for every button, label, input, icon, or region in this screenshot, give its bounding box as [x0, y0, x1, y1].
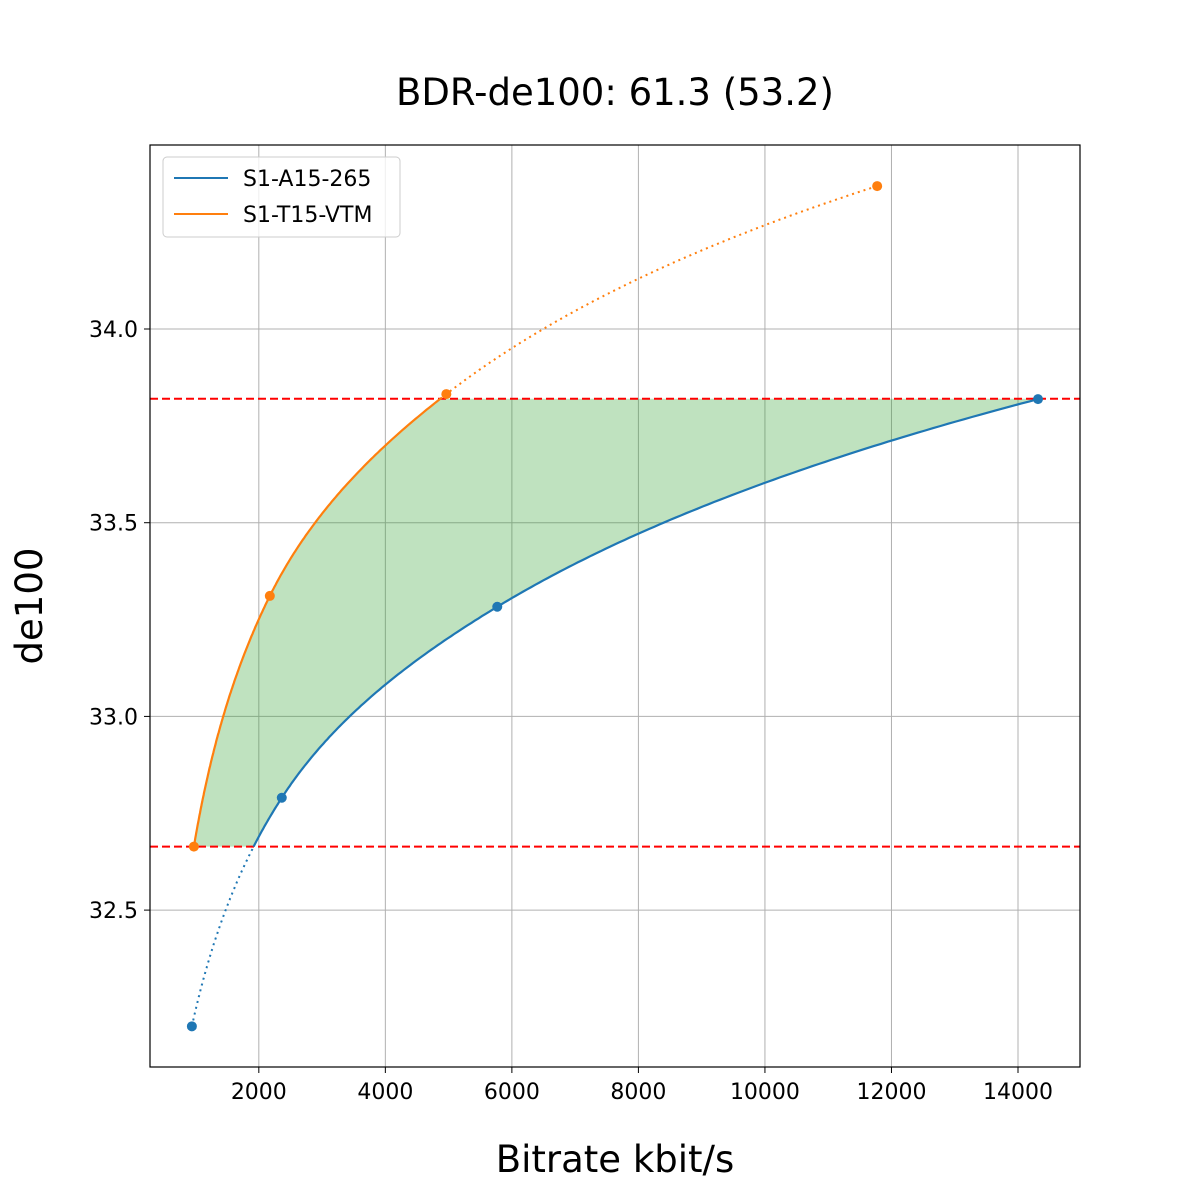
x-tick-label: 8000 — [610, 1080, 666, 1105]
x-axis-label: Bitrate kbit/s — [496, 1138, 735, 1181]
series-lines — [186, 181, 1043, 1032]
data-point — [188, 841, 199, 852]
y-tick-label: 33.0 — [89, 705, 138, 730]
data-point — [276, 792, 287, 803]
y-tick-label: 33.5 — [89, 512, 138, 537]
x-tick-label: 10000 — [730, 1080, 800, 1105]
legend: S1-A15-265 S1-T15-VTM — [162, 156, 401, 238]
series-line — [192, 397, 442, 847]
grid — [150, 145, 1080, 1067]
plot-frame — [149, 144, 1081, 1068]
data-point — [441, 389, 452, 400]
x-tick-label: 12000 — [856, 1080, 926, 1105]
series-line-dotted — [439, 185, 878, 400]
chart-title: BDR-de100: 61.3 (53.2) — [396, 71, 834, 114]
area-fill — [193, 398, 1040, 847]
x-tick-label: 4000 — [357, 1080, 413, 1105]
y-tick-label: 34.0 — [89, 318, 138, 343]
reference-lines — [150, 397, 1080, 848]
x-tick-label: 6000 — [484, 1080, 540, 1105]
x-tick-label: 14000 — [983, 1080, 1053, 1105]
legend-label-1: S1-T15-VTM — [243, 203, 372, 228]
y-tick-label: 32.5 — [89, 899, 138, 924]
fill-between-area — [193, 398, 1040, 847]
data-point — [186, 1021, 197, 1032]
series-line-dotted — [190, 846, 255, 1027]
data-point — [1032, 394, 1043, 405]
data-point — [872, 181, 883, 192]
series-line — [252, 398, 1039, 848]
data-point — [264, 590, 275, 601]
ticks: 2000 4000 6000 8000 10000 12000 14000 32.5 33.0 3… — [89, 318, 1053, 1105]
y-axis-label: de100 — [8, 548, 51, 665]
legend-label-0: S1-A15-265 — [243, 167, 371, 192]
data-point — [492, 601, 503, 612]
x-tick-label: 2000 — [231, 1080, 287, 1105]
